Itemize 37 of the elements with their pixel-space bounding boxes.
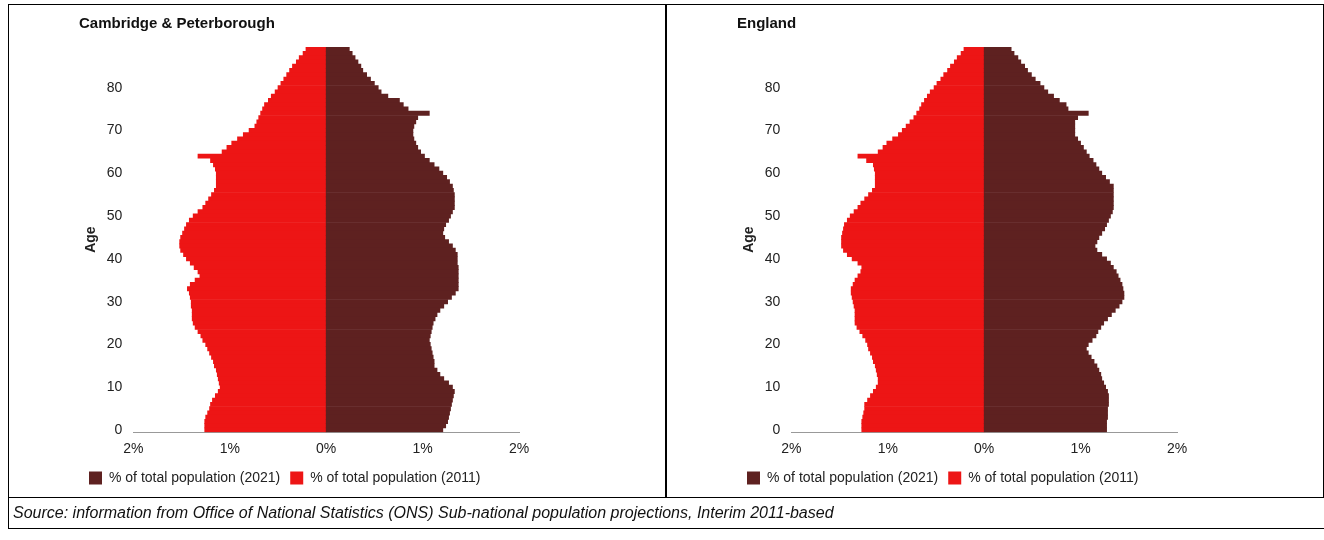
y-tick-label: 60 [764,164,781,181]
y-tick-label: 80 [764,78,781,95]
y-tick-label: 0 [772,420,781,437]
y-tick-label: 30 [106,292,123,309]
x-tick-label: 1% [1070,440,1091,457]
x-tick-label: 1% [412,440,433,457]
y-tick-label: 40 [764,249,781,266]
x-tick-label: 1% [219,440,240,457]
y-axis-title: Age [82,226,99,253]
x-tick-label: 2% [123,440,144,457]
y-tick-label: 50 [106,206,123,223]
y-tick-label: 40 [106,249,123,266]
x-tick-label: 2% [1166,440,1188,457]
x-tick-label: 2% [781,440,802,457]
legend-label: % of total population (2021) [767,468,939,485]
y-tick-label: 70 [764,121,781,138]
y-tick-label: 80 [106,78,123,95]
y-tick-label: 10 [764,378,781,395]
y-tick-label: 70 [106,121,123,138]
legend-label: % of total population (2011) [968,468,1139,485]
y-tick-label: 60 [106,164,123,181]
chart-title: Cambridge & Peterborough [79,14,275,32]
y-tick-label: 10 [106,378,123,395]
y-axis-title: Age [740,226,757,253]
x-tick-label: 1% [877,440,898,457]
y-tick-label: 30 [764,292,781,309]
legend-label: % of total population (2021) [109,468,281,485]
source-note: Source: information from Office of National Statistics (ONS) Sub-national population projections, Interim 2011-based [8,498,1324,529]
y-tick-label: 20 [764,335,781,352]
x-tick-label: 2% [508,440,530,457]
x-tick-label: 0% [316,440,337,457]
y-tick-label: 20 [106,335,123,352]
x-tick-label: 0% [974,440,995,457]
y-tick-label: 0 [114,420,123,437]
chart-title: England [737,14,797,32]
y-tick-label: 50 [764,206,781,223]
legend-label: % of total population (2011) [310,468,481,485]
